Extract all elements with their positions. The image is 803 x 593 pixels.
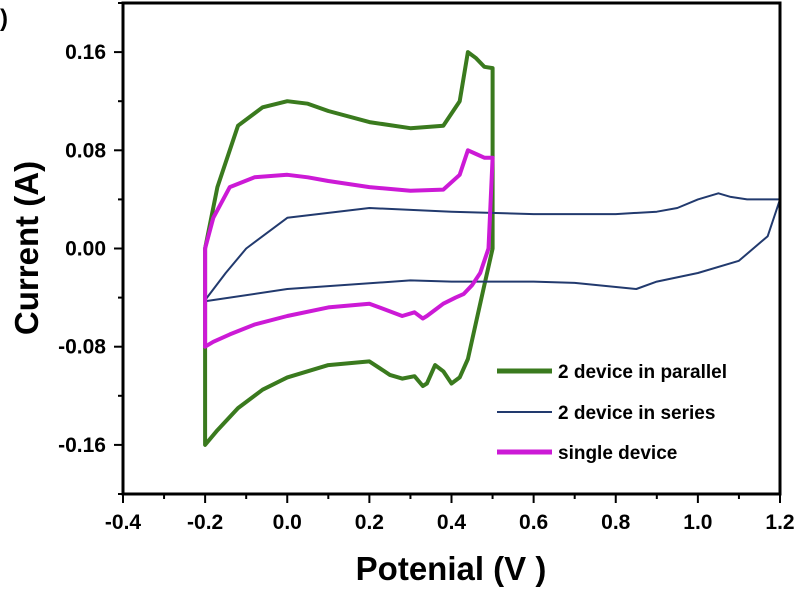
- ticks-layer: -0.4 -0.2 0.0 0.2 0.4 0.6 0.8 1.0 1.2 0.16 0.08 0.0…: [58, 2, 795, 534]
- x-tick-label: 1.2: [765, 511, 794, 534]
- x-tick-label: 0.8: [601, 511, 631, 534]
- legend-label-parallel: 2 device in parallel: [558, 362, 727, 383]
- legend: 2 device in parallel 2 device in series …: [497, 362, 727, 464]
- x-tick-label: 0.6: [519, 511, 548, 534]
- series-line-2-device-in-parallel: [203, 50, 495, 447]
- y-tick-label: -0.16: [58, 434, 106, 457]
- y-tick-label: 0.00: [65, 238, 106, 261]
- y-tick-label: -0.08: [58, 336, 106, 359]
- x-tick-label: -0.4: [105, 511, 142, 534]
- legend-label-single: single device: [558, 443, 677, 464]
- x-tick-label: 1.0: [683, 511, 712, 534]
- x-tick-label: -0.2: [187, 511, 223, 534]
- y-axis-title: Current (A): [8, 161, 45, 335]
- y-tick-label: 0.16: [65, 41, 106, 64]
- series-line-2-device-in-series: [204, 192, 781, 303]
- x-axis-title: Potenial (V ): [356, 550, 547, 587]
- series-layer: [203, 50, 781, 447]
- x-tick-label: 0.0: [273, 511, 302, 534]
- panel-label: ): [0, 5, 8, 32]
- x-tick-label: 0.2: [355, 511, 384, 534]
- y-tick-label: 0.08: [65, 139, 106, 162]
- legend-label-series: 2 device in series: [558, 403, 715, 424]
- series-line-single-device: [203, 148, 495, 349]
- x-tick-label: 0.4: [437, 511, 467, 534]
